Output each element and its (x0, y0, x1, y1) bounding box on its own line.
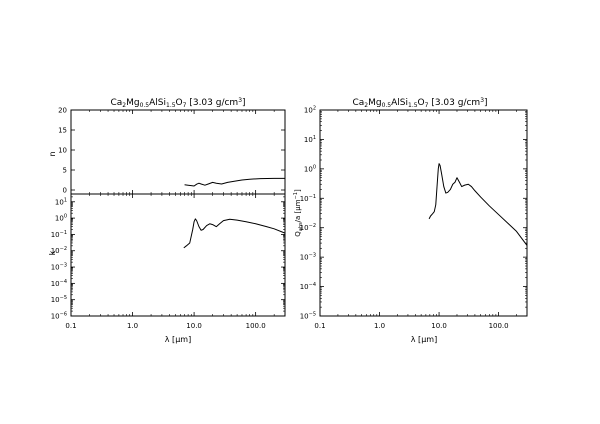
k-x-tick-label: 1.0 (127, 322, 138, 330)
k-y-tick-label: 10−2 (51, 246, 67, 255)
n-y-tick-label: 10 (58, 147, 67, 155)
n-y-tick-label: 20 (58, 107, 67, 115)
n-y-tick-label: 0 (63, 187, 67, 195)
q-y-tick-label: 100 (304, 164, 316, 173)
k-y-tick-label: 10−1 (51, 230, 67, 239)
q-x-tick-label: 10.0 (431, 322, 447, 330)
k-y-tick-label: 10−6 (51, 312, 67, 321)
q-y-tick-label: 10−2 (300, 223, 316, 232)
left-title: Ca2Mg0.5AlSi1.5O7 [3.03 g/cm3] (110, 97, 245, 109)
k-y-tick-label: 10−5 (51, 295, 67, 304)
q-y-tick-label: 10−3 (300, 253, 316, 262)
n-y-tick-label: 15 (58, 127, 67, 135)
right-plot-frame (319, 109, 528, 317)
k-y-tick-label: 100 (55, 214, 67, 223)
q-series-line (428, 163, 528, 246)
right-title: Ca2Mg0.5AlSi1.5O7 [3.03 g/cm3] (352, 97, 487, 109)
q-y-tick-label: 10−1 (300, 194, 316, 203)
q-y-tick-label: 102 (304, 106, 316, 115)
k-x-tick-label: 10.0 (186, 322, 202, 330)
n-axis-label: n (48, 151, 57, 156)
q-axis-label: Qabs/a [μm−1] (293, 189, 304, 237)
k-series-line (183, 218, 286, 249)
n-series-line (184, 177, 285, 187)
k-y-tick-label: 10−4 (51, 279, 67, 288)
k-axis-label: k (48, 250, 57, 255)
q-plot: 102 101 100 10−1 10−2 10−3 10−4 10−50.1 1.0 10.0 1… (300, 106, 528, 330)
k-subplot-frame (70, 193, 286, 317)
k-subplot: 101 100 10−1 10−2 10−3 10−4 10−5 10−60.1 1.0 10.0… (51, 194, 286, 330)
n-subplot-frame (70, 109, 286, 195)
n-y-tick-label: 5 (63, 167, 67, 175)
q-x-tick-label: 100.0 (489, 322, 509, 330)
q-x-tick-label: 0.1 (314, 322, 325, 330)
right-panel: Ca2Mg0.5AlSi1.5O7 [3.03 g/cm3] 102 101 100… (293, 97, 528, 344)
k-x-tick-label: 0.1 (65, 322, 76, 330)
q-y-tick-label: 10−4 (300, 282, 316, 291)
q-x-tick-label: 1.0 (374, 322, 385, 330)
q-y-tick-label: 101 (304, 135, 316, 144)
q-y-tick-label: 10−5 (300, 312, 316, 321)
left-panel: Ca2Mg0.5AlSi1.5O7 [3.03 g/cm3] 05101520 … (48, 97, 286, 344)
k-y-tick-label: 10−3 (51, 263, 67, 272)
left-x-axis-label: λ [μm] (165, 335, 191, 344)
k-y-tick-label: 101 (55, 197, 67, 206)
k-x-tick-label: 100.0 (246, 322, 266, 330)
n-subplot: 0 5 10 15 20 (58, 107, 285, 195)
right-x-axis-label: λ [μm] (411, 335, 437, 344)
